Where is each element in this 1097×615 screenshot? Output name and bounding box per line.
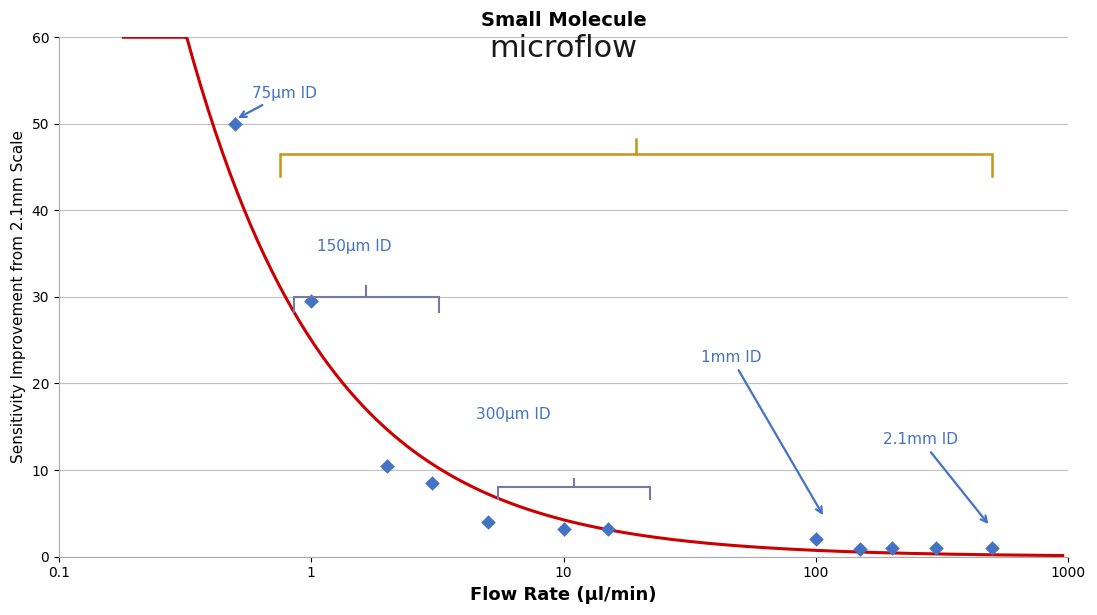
Y-axis label: Sensitivity Improvement from 2.1mm Scale: Sensitivity Improvement from 2.1mm Scale [11,130,26,464]
Point [984,543,1002,553]
Text: microflow: microflow [489,34,637,63]
Point [851,544,869,554]
Point [227,119,245,129]
Text: 2.1mm ID: 2.1mm ID [883,432,987,522]
Text: 150μm ID: 150μm ID [317,239,392,253]
Point [807,534,825,544]
Point [928,543,946,553]
Point [378,461,396,470]
Text: 75μm ID: 75μm ID [240,86,317,117]
Title: Small Molecule: Small Molecule [480,11,646,30]
X-axis label: Flow Rate (μl/min): Flow Rate (μl/min) [471,586,657,604]
Text: 1mm ID: 1mm ID [701,350,822,513]
Point [555,524,573,534]
Point [883,543,901,553]
Text: 300μm ID: 300μm ID [476,407,551,423]
Point [599,524,617,534]
Point [479,517,497,527]
Point [423,478,441,488]
Point [303,296,320,306]
